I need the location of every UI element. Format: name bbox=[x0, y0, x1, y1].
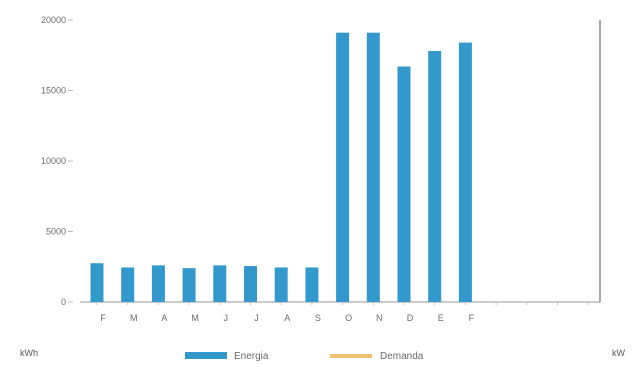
x-tick-label: D bbox=[407, 313, 414, 323]
y-tick-label: 10000 bbox=[41, 156, 66, 166]
x-tick-label: N bbox=[376, 313, 383, 323]
y-tick-labels: 20000 15000 10000 5000 0 bbox=[41, 15, 73, 307]
x-tick-label: A bbox=[161, 313, 167, 323]
legend-label-demanda: Demanda bbox=[380, 351, 424, 362]
x-tick-label: E bbox=[438, 313, 444, 323]
x-tick-label: M bbox=[130, 313, 138, 323]
bars bbox=[90, 32, 472, 303]
bar-energia bbox=[121, 267, 135, 302]
y-tick-label: 20000 bbox=[41, 15, 66, 25]
y-unit-right: kW bbox=[612, 348, 626, 358]
x-tick-label: J bbox=[254, 313, 259, 323]
x-tick-label: A bbox=[284, 313, 290, 323]
x-tick-label: J bbox=[224, 313, 229, 323]
y-unit-left: kWh bbox=[20, 348, 38, 358]
bar-energia bbox=[182, 268, 196, 302]
x-tick-label: O bbox=[345, 313, 352, 323]
bar-energia bbox=[366, 32, 380, 302]
bar-energia bbox=[213, 265, 227, 302]
bar-energia bbox=[274, 267, 288, 302]
x-tick-label: M bbox=[191, 313, 199, 323]
bar-energia bbox=[428, 51, 442, 302]
y-tick-label: 15000 bbox=[41, 86, 66, 96]
bar-energia bbox=[151, 265, 165, 302]
bar-energia bbox=[244, 266, 257, 302]
bar-energia bbox=[458, 42, 472, 303]
y-tick-label: 5000 bbox=[46, 227, 66, 237]
x-tick-label: S bbox=[315, 313, 321, 323]
x-tick-label: F bbox=[469, 313, 475, 323]
bar-energia bbox=[336, 32, 350, 302]
y-tick-label: 0 bbox=[61, 297, 66, 307]
bar-energia bbox=[305, 267, 319, 302]
bar-energia bbox=[90, 263, 104, 302]
legend-swatch-energia bbox=[185, 352, 227, 359]
legend-swatch-demanda bbox=[330, 354, 372, 358]
bar-energia bbox=[397, 66, 411, 302]
legend: Energia Demanda bbox=[185, 351, 424, 362]
legend-label-energia: Energia bbox=[234, 351, 269, 362]
x-tick-label: F bbox=[100, 313, 106, 323]
